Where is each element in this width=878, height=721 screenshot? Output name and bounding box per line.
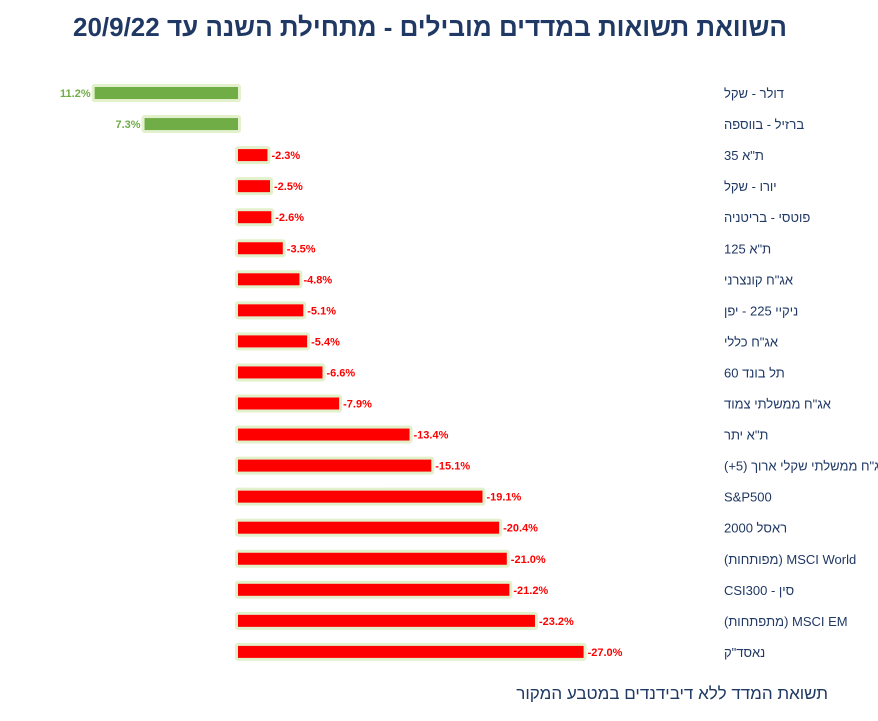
bar-negative bbox=[238, 645, 584, 658]
category-label: יורו - שקל bbox=[724, 179, 777, 194]
chart-footnote: תשואת המדד ללא דיבידנדים במטבע המקור bbox=[516, 684, 828, 703]
category-label: S&P500 bbox=[724, 490, 772, 505]
bar-negative bbox=[238, 614, 535, 627]
bar-value-label: -19.1% bbox=[486, 492, 521, 504]
bar-value-label: -13.4% bbox=[414, 430, 449, 442]
category-label: אג"ח קונצרני bbox=[724, 272, 793, 287]
bar-value-label: -21.0% bbox=[511, 554, 546, 566]
bar-row: -27.0% נאסד"ק bbox=[235, 642, 765, 661]
chart-title: השוואת תשואות במדדים מובילים - מתחילת הש… bbox=[72, 12, 787, 42]
bar-row: -21.0% MSCI World (מפותחות) bbox=[235, 549, 856, 568]
category-label: אג"ח כללי bbox=[724, 334, 778, 349]
bar-negative bbox=[238, 521, 500, 534]
category-label: נאסד"ק bbox=[724, 645, 765, 660]
bar-value-label: -2.3% bbox=[271, 150, 300, 162]
bar-value-label: 7.3% bbox=[115, 119, 140, 131]
bar-row: -5.1% ניקיי 225 - יפן bbox=[235, 301, 798, 320]
bar-negative bbox=[238, 397, 340, 410]
category-label: MSCI World (מפותחות) bbox=[724, 552, 856, 567]
bar-row: -15.1% אג"ח ממשלתי שקלי ארוך (5+) bbox=[235, 456, 878, 475]
bar-negative bbox=[238, 242, 283, 255]
bar-value-label: -7.9% bbox=[343, 399, 372, 411]
bar-value-label: -5.1% bbox=[307, 305, 336, 317]
category-label: דולר - שקל bbox=[724, 86, 784, 101]
bar-value-label: -2.6% bbox=[275, 212, 304, 224]
bar-negative bbox=[238, 180, 270, 193]
bar-row: -3.5% ת"א 125 bbox=[235, 239, 771, 258]
bar-row: -7.9% אג"ח ממשלתי צמוד bbox=[235, 394, 831, 413]
bar-value-label: -27.0% bbox=[588, 647, 623, 659]
bar-negative bbox=[238, 366, 323, 379]
bar-negative bbox=[238, 459, 432, 472]
bar-row: -2.6% פוטסי - בריטניה bbox=[235, 208, 810, 227]
category-label: ניקיי 225 - יפן bbox=[724, 303, 798, 318]
bar-row: -19.1% S&P500 bbox=[235, 487, 772, 506]
bar-row: -2.3% ת"א 35 bbox=[235, 146, 764, 165]
bar-negative bbox=[238, 211, 272, 224]
bar-row: 11.2% דולר - שקל bbox=[60, 84, 784, 102]
bar-row: 7.3% ברזיל - בווספה bbox=[115, 115, 804, 134]
bar-negative bbox=[238, 552, 507, 565]
bar-row: -2.5% יורו - שקל bbox=[235, 177, 777, 196]
bar-negative bbox=[238, 335, 308, 348]
bar-row: -21.2% סין - CSI300 bbox=[235, 580, 794, 599]
category-label: פוטסי - בריטניה bbox=[724, 210, 810, 225]
bar-value-label: -20.4% bbox=[503, 523, 538, 535]
bar-negative bbox=[238, 149, 268, 162]
bar-value-label: -4.8% bbox=[303, 274, 332, 286]
category-label: ת"א 35 bbox=[724, 148, 764, 163]
bar-negative bbox=[238, 428, 410, 441]
bar-value-label: -15.1% bbox=[435, 461, 470, 473]
bar-negative bbox=[238, 490, 483, 503]
bar-value-label: -6.6% bbox=[326, 367, 355, 379]
category-label: אג"ח ממשלתי צמוד bbox=[724, 397, 831, 412]
bar-row: -23.2% MSCI EM (מתפתחות) bbox=[235, 611, 848, 630]
bar-negative bbox=[238, 583, 510, 596]
category-label: אג"ח ממשלתי שקלי ארוך (5+) bbox=[724, 459, 878, 474]
bar-positive bbox=[94, 87, 238, 99]
bar-value-label: -21.2% bbox=[513, 585, 548, 597]
category-label: ברזיל - בווספה bbox=[724, 117, 804, 132]
category-label: MSCI EM (מתפתחות) bbox=[724, 614, 848, 629]
bar-value-label: -3.5% bbox=[287, 243, 316, 255]
bar-negative bbox=[238, 273, 300, 286]
bar-row: -13.4% ת"א יתר bbox=[235, 425, 768, 444]
category-label: ת"א 125 bbox=[724, 241, 771, 256]
bar-negative bbox=[238, 304, 304, 317]
bar-value-label: -23.2% bbox=[539, 616, 574, 628]
bar-value-label: -5.4% bbox=[311, 336, 340, 348]
bar-row: -6.6% תל בונד 60 bbox=[235, 363, 785, 382]
bar-value-label: -2.5% bbox=[274, 181, 303, 193]
category-label: סין - CSI300 bbox=[724, 583, 794, 598]
category-label: ת"א יתר bbox=[724, 428, 768, 443]
bar-row: -4.8% אג"ח קונצרני bbox=[235, 270, 793, 289]
bar-row: -20.4% ראסל 2000 bbox=[235, 518, 787, 537]
bar-row: -5.4% אג"ח כללי bbox=[235, 332, 778, 351]
bar-positive bbox=[144, 118, 238, 131]
category-label: ראסל 2000 bbox=[724, 521, 787, 536]
bar-value-label: 11.2% bbox=[60, 88, 91, 100]
category-label: תל בונד 60 bbox=[724, 365, 785, 380]
